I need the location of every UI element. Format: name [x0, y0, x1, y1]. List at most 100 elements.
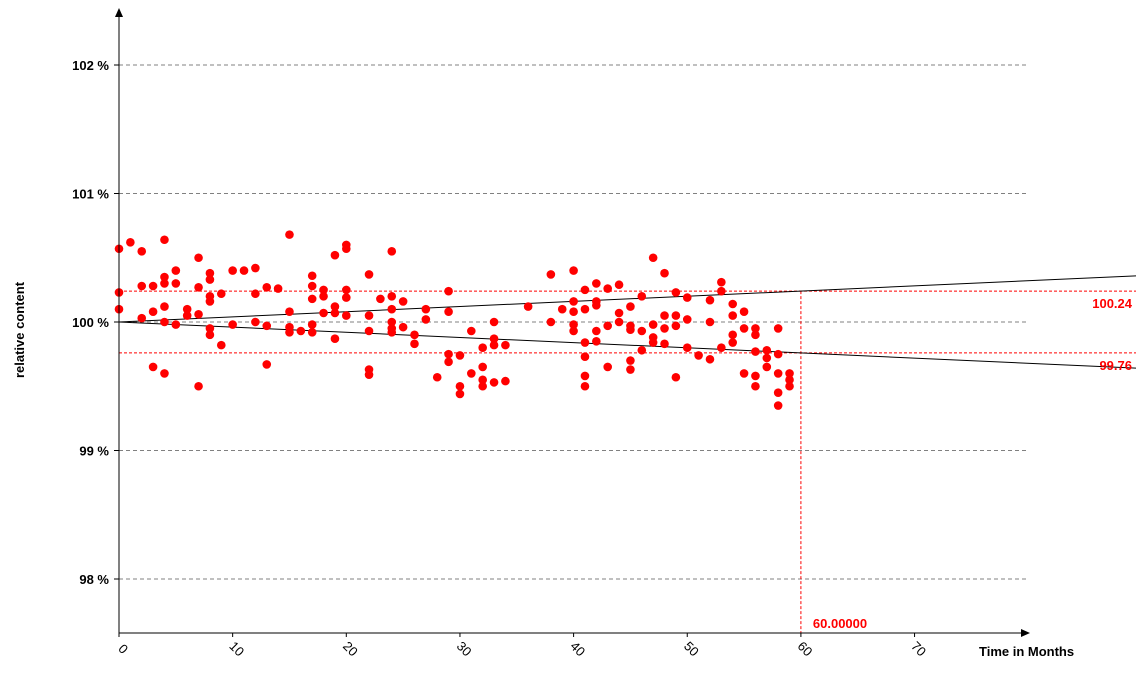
data-point: [432, 372, 442, 382]
x-axis-label: Time in Months: [979, 644, 1074, 659]
data-point: [648, 320, 658, 329]
data-point: [614, 308, 624, 318]
data-point: [637, 345, 647, 355]
data-point: [637, 326, 647, 336]
limit-label: 99.76: [1099, 358, 1132, 373]
data-point: [307, 281, 317, 291]
data-point: [398, 322, 408, 332]
data-point: [251, 289, 260, 299]
data-point: [569, 297, 578, 306]
data-point: [546, 317, 556, 327]
y-tick-label: 100 %: [72, 315, 109, 330]
data-point: [228, 266, 237, 275]
data-point: [228, 320, 237, 329]
data-point: [705, 295, 715, 305]
data-point: [148, 362, 158, 372]
data-point: [387, 317, 397, 327]
data-point: [216, 289, 226, 299]
data-point: [194, 309, 203, 319]
data-point: [626, 365, 635, 374]
data-point: [364, 270, 374, 279]
data-point: [580, 352, 590, 361]
data-point: [194, 381, 203, 391]
annotation-labels: 100.24 99.76 60.00000: [813, 296, 1133, 631]
data-point: [660, 311, 669, 320]
x-tick-label: 50: [681, 638, 702, 659]
data-point: [489, 340, 499, 350]
data-point: [671, 288, 681, 297]
data-point: [467, 369, 476, 378]
data-point: [592, 300, 601, 310]
data-point: [682, 343, 692, 353]
data-point: [319, 292, 328, 301]
data-point: [478, 362, 487, 372]
data-point: [762, 353, 772, 363]
data-point: [569, 320, 578, 329]
data-point: [671, 372, 681, 382]
data-point: [569, 266, 578, 275]
data-point: [137, 281, 147, 291]
data-point: [467, 326, 476, 336]
x-tick-label: 70: [908, 638, 929, 659]
data-point: [285, 327, 294, 337]
x-tick-label: 10: [226, 638, 247, 659]
data-point: [592, 279, 601, 288]
data-point: [160, 279, 169, 288]
data-point: [773, 369, 783, 378]
x-tick-label: 30: [454, 638, 475, 659]
data-point: [637, 292, 647, 301]
data-point: [773, 388, 783, 397]
data-point: [171, 266, 181, 275]
limit-lines: [119, 290, 1136, 633]
data-point: [216, 340, 226, 350]
data-point: [387, 304, 397, 314]
data-point: [205, 330, 215, 340]
data-point: [501, 376, 510, 386]
data-point: [648, 253, 658, 263]
data-point: [160, 369, 169, 378]
data-point: [580, 304, 590, 314]
data-point: [717, 343, 726, 353]
data-point: [330, 308, 340, 318]
data-point: [580, 338, 590, 347]
y-tick-labels: 98 % 99 % 100 % 101 % 102 %: [72, 58, 109, 587]
data-point: [660, 339, 669, 349]
data-point: [660, 324, 669, 333]
y-axis-label: relative content: [12, 281, 27, 378]
data-point: [580, 371, 590, 381]
data-point: [307, 320, 317, 329]
data-point: [455, 389, 465, 399]
data-point: [194, 253, 203, 263]
data-point: [160, 272, 169, 282]
data-point: [364, 311, 374, 320]
data-point: [648, 338, 658, 347]
data-point: [171, 279, 181, 288]
data-point: [592, 326, 601, 336]
data-point: [603, 321, 612, 331]
data-point: [262, 360, 272, 369]
data-point: [671, 321, 681, 331]
data-point: [137, 247, 147, 256]
data-point: [444, 307, 453, 317]
regression-line: [118, 275, 1136, 323]
data-point: [728, 338, 738, 347]
data-point: [296, 326, 306, 336]
data-point: [364, 326, 374, 336]
data-point: [455, 351, 465, 360]
data-point: [444, 357, 453, 367]
data-point: [342, 311, 351, 320]
data-point: [682, 315, 692, 324]
data-point: [387, 327, 397, 337]
y-tick-label: 102 %: [72, 58, 109, 73]
data-point: [205, 297, 215, 306]
data-point: [773, 324, 783, 333]
data-point: [307, 294, 317, 304]
data-point: [182, 311, 192, 320]
data-point: [751, 324, 760, 333]
data-point: [739, 324, 749, 333]
data-point: [262, 283, 272, 292]
data-point: [717, 286, 726, 296]
data-point: [705, 354, 715, 364]
data-point: [455, 381, 465, 391]
data-point: [569, 307, 578, 317]
